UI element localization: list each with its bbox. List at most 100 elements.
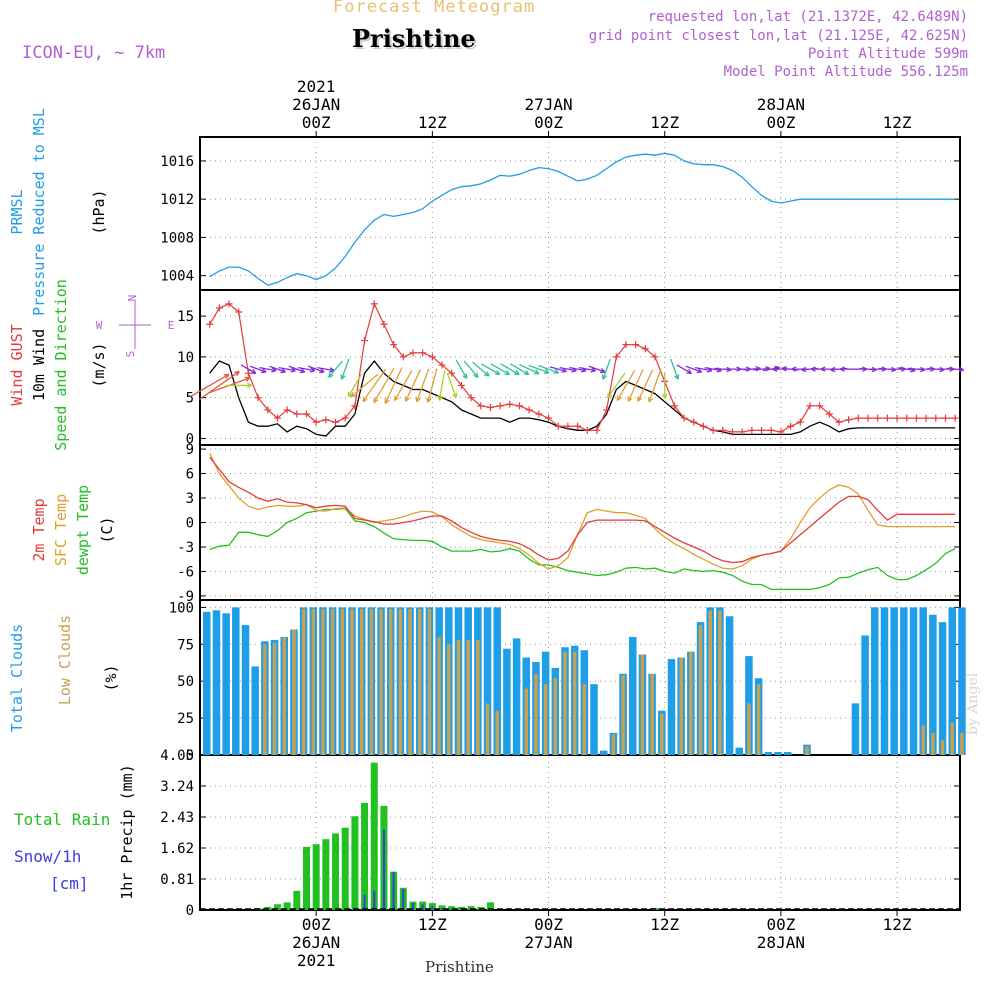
gust-marker [806,402,814,410]
wind-vector-shaft [519,363,540,375]
gust-marker [457,381,465,389]
wind-vector [472,361,490,377]
wind-vector-head [393,395,400,402]
compass-e: E [168,319,175,332]
low-cloud-bar [301,608,306,755]
wind-vector [249,365,267,374]
y-tick-label: 0.81 [160,872,194,888]
gust-marker [767,426,775,434]
gust-marker [932,414,940,422]
total-cloud-bar [774,752,782,755]
y-tick-label: 50 [177,674,194,690]
wind-vector [373,368,395,404]
total-cloud-bar [764,752,773,755]
low-cloud-bar [330,608,335,755]
wind-vector-head [261,368,267,374]
low-cloud-bar [698,625,703,755]
wind-vector [637,369,654,402]
low-cloud-bar [931,732,935,755]
y-tick-label: -6 [177,564,194,580]
low-cloud-bar [940,740,945,755]
gust-marker [632,341,640,349]
wind-vector-shaft [472,361,490,377]
y-tick-label: 100 [169,600,194,616]
wind-vector-shaft [602,358,611,380]
wind-vector [676,364,692,375]
gust-marker [244,369,252,377]
wind-vector [578,367,597,373]
wind-vector-shaft [509,363,530,376]
gust-marker [728,428,736,436]
y-tick-label: 75 [177,637,194,653]
total-cloud-bar [503,648,511,755]
wind-vector-head [601,374,607,380]
wind-vector-head [772,366,778,372]
total-cloud-bar [222,613,230,755]
compass-s: S [124,351,137,358]
gust-marker [864,414,872,422]
gust-marker [380,320,388,328]
gust-marker [680,414,688,422]
wind-vector-shaft [480,363,501,376]
low-clouds-label: Low Clouds [56,615,74,705]
wind-vector-shaft [685,365,702,373]
low-cloud-bar [960,732,964,755]
model-altitude: Model Point Altitude 556.125m [723,64,968,80]
low-cloud-bar [679,657,683,755]
year-label-bottom: 2021 [297,951,336,970]
gust-marker [438,361,446,369]
time-label-bottom: 00Z [302,915,331,934]
product-title: Forecast Meteogram [333,0,536,17]
wind-vector [240,364,257,375]
gust-marker [699,422,707,430]
gust-marker [302,410,310,418]
total-cloud-bar [948,607,957,755]
dewpt-line [209,507,956,591]
low-cloud-bar [369,608,374,755]
time-label-top: 00Z [302,113,331,132]
wind-vector-shaft [340,358,350,380]
low-cloud-bar [650,673,654,755]
temp2m-line [209,456,956,564]
wind-vector-head [340,374,346,380]
gust-marker [215,304,223,312]
wind-vector-shaft [259,367,277,372]
wind-vector-shaft [490,363,510,376]
wind-vector-head [661,393,668,399]
total-cloud-bar [900,607,908,755]
temp-unit: (C) [98,516,116,543]
low-cloud-bar [272,642,277,755]
snow-bar [411,903,414,910]
wind-vector-shaft [946,367,964,371]
wind-vector-shaft [199,371,240,400]
wind-vector [446,373,458,399]
total-cloud-bar [203,611,211,755]
low-cloud-bar [805,746,809,755]
wind-vector-shaft [373,368,395,403]
gust-marker [506,400,514,408]
low-cloud-bar [756,684,761,755]
time-label-bottom: 12Z [883,915,912,934]
footer-location: Prishtine [425,958,494,976]
wind-vector-head [637,396,643,402]
wind-vector [288,365,306,374]
model-label: ICON-EU, ~ 7km [22,43,166,63]
gust-marker [874,414,882,422]
total-cloud-bar [871,607,879,755]
wind-vector-shaft [616,369,636,401]
wind-vector [278,367,296,373]
low-cloud-bar [340,608,345,755]
wind10m-label: 10m Wind [30,329,48,401]
y-tick-label: 0 [186,748,194,764]
wind-vector-shaft [240,364,257,374]
gust-marker [796,418,804,426]
total-cloud-bar [251,666,259,755]
low-cloud-bar [485,703,490,755]
wind-vector-shaft [762,367,780,372]
wind-vector [601,358,611,380]
gust-marker [448,369,456,377]
rain-bar [361,802,369,910]
wind-vector-shaft [298,367,315,372]
rain-bar [312,844,320,910]
wind-vector-shaft [549,366,567,372]
